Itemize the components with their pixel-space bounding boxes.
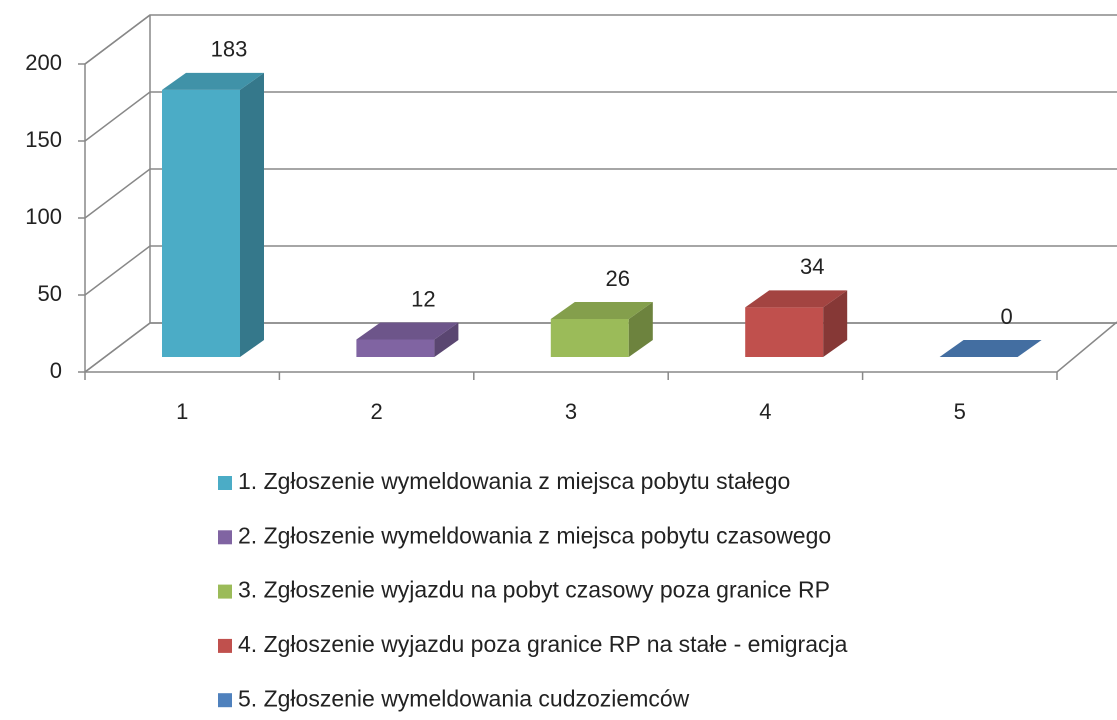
bar [745, 290, 848, 357]
data-label: 0 [1000, 304, 1012, 329]
data-label: 34 [800, 254, 824, 279]
bar [939, 340, 1042, 357]
grid-line [84, 168, 1117, 219]
legend-swatch [218, 638, 232, 653]
legend-text: 1. Zgłoszenie wymeldowania z miejsca pob… [238, 468, 790, 494]
y-tick-label: 200 [25, 50, 62, 75]
data-label: 183 [211, 37, 248, 62]
bar-side [434, 322, 459, 357]
grid-line [84, 91, 1117, 142]
bar-front [550, 319, 629, 357]
grid-line [84, 245, 1117, 296]
legend-text: 5. Zgłoszenie wymeldowania cudzoziemców [238, 685, 690, 711]
x-tick-label: 4 [759, 399, 771, 424]
grid-line [84, 14, 1117, 65]
y-tick-label: 100 [25, 204, 62, 229]
bar-side [240, 72, 264, 357]
y-tick-label: 150 [25, 127, 62, 152]
legend-text: 4. Zgłoszenie wyjazdu poza granice RP na… [238, 631, 848, 657]
bar-top [162, 72, 264, 90]
bar-front [356, 339, 435, 357]
y-tick-label: 0 [50, 358, 62, 383]
y-tick-label: 50 [38, 281, 62, 306]
legend-swatch [218, 530, 232, 545]
x-tick-label: 1 [176, 399, 188, 424]
bar-top [550, 302, 653, 320]
legend-swatch [218, 693, 232, 708]
legend-swatch [218, 476, 232, 490]
x-tick-label: 5 [954, 399, 966, 424]
legend-text: 3. Zgłoszenie wyjazdu na pobyt czasowy p… [238, 577, 830, 603]
legend-swatch [218, 584, 232, 599]
bar-side [628, 302, 653, 357]
bar [162, 72, 264, 357]
bar-top [356, 322, 459, 340]
x-tick-label: 2 [370, 399, 382, 424]
x-tick-label: 3 [565, 399, 577, 424]
bar-top [939, 340, 1042, 357]
bar [356, 322, 459, 357]
bar-front [162, 89, 240, 357]
bar-front [745, 307, 824, 357]
bar [550, 302, 653, 357]
data-label: 26 [606, 266, 630, 291]
bar-top [745, 290, 848, 308]
data-label: 12 [411, 286, 435, 311]
legend-text: 2. Zgłoszenie wymeldowania z miejsca pob… [238, 522, 831, 548]
bar-side [823, 290, 848, 357]
